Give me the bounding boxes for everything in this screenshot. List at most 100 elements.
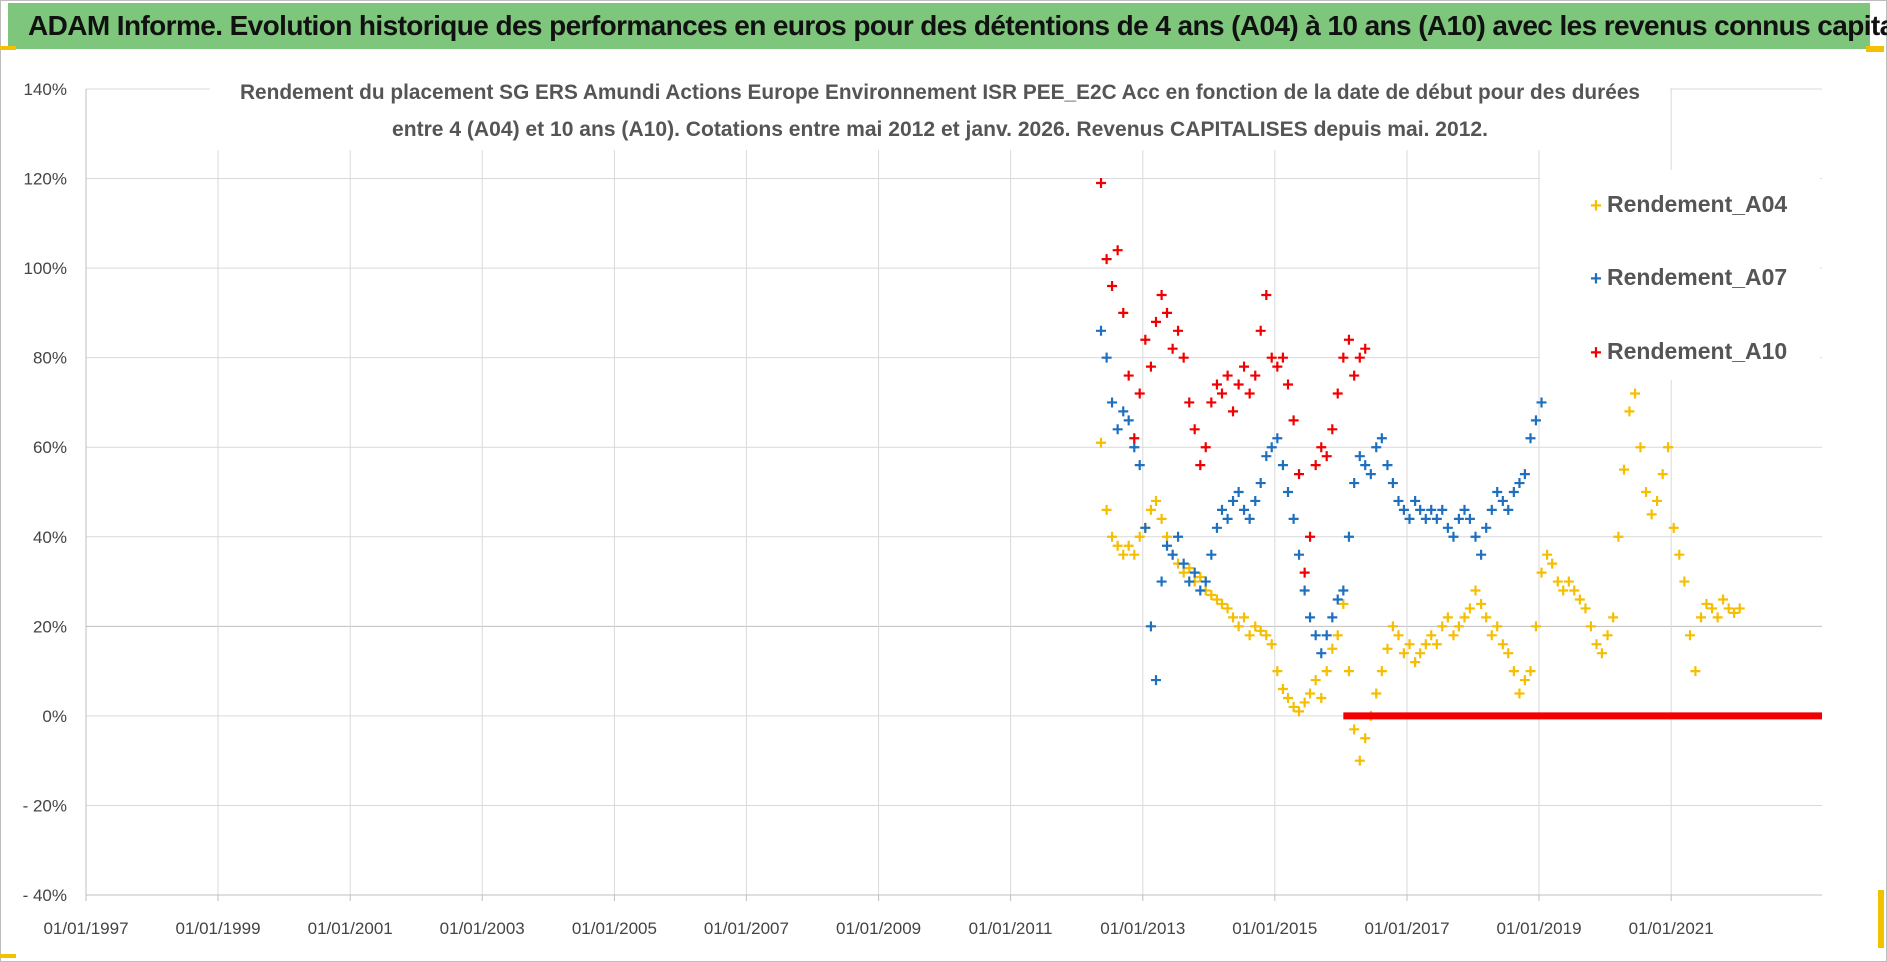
point-Rendement_A07-48 [1360, 460, 1371, 471]
y-axis-tick-labels: - 40% - 20% 0% 20% 40% 60% 80% 100% 120% 140% [23, 80, 67, 905]
point-Rendement_A04-101 [1652, 495, 1663, 506]
point-Rendement_A07-29 [1255, 478, 1266, 489]
point-Rendement_A10-19 [1200, 442, 1211, 453]
point-Rendement_A07-63 [1442, 522, 1453, 533]
legend-label-a04: Rendement_A04 [1607, 191, 1787, 217]
point-Rendement_A04-96 [1624, 406, 1635, 417]
point-Rendement_A07-71 [1486, 504, 1497, 515]
point-Rendement_A07-51 [1376, 433, 1387, 444]
point-Rendement_A04-94 [1613, 531, 1624, 542]
point-Rendement_A04-39 [1310, 675, 1321, 686]
x-tick-label: 01/01/1999 [175, 919, 260, 938]
point-Rendement_A04-68 [1470, 585, 1481, 596]
point-Rendement_A10-13 [1167, 343, 1178, 354]
point-Rendement_A04-88 [1580, 603, 1591, 614]
corner-mark-bottom-left [0, 954, 16, 958]
y-tick-label: 120% [24, 170, 67, 189]
point-Rendement_A07-33 [1277, 460, 1288, 471]
point-Rendement_A10-4 [1118, 307, 1129, 318]
point-Rendement_A04-29 [1255, 625, 1266, 636]
point-Rendement_A04-9 [1145, 504, 1156, 515]
point-Rendement_A04-12 [1162, 531, 1173, 542]
point-Rendement_A07-55 [1398, 504, 1409, 515]
point-Rendement_A07-25 [1233, 487, 1244, 497]
point-Rendement_A10-43 [1332, 388, 1343, 399]
point-Rendement_A04-61 [1431, 639, 1442, 650]
point-Rendement_A04-90 [1591, 639, 1602, 650]
point-Rendement_A04-91 [1596, 648, 1607, 659]
point-Rendement_A07-30 [1261, 451, 1272, 462]
point-Rendement_A04-38 [1305, 688, 1316, 699]
point-Rendement_A10-28 [1250, 370, 1261, 381]
point-Rendement_A07-53 [1387, 478, 1398, 489]
y-tick-label: 20% [33, 617, 67, 636]
point-Rendement_A07-31 [1266, 442, 1277, 453]
point-Rendement_A04-69 [1476, 598, 1487, 609]
point-Rendement_A10-18 [1195, 460, 1206, 471]
point-Rendement_A07-9 [1145, 621, 1156, 632]
point-Rendement_A07-18 [1195, 585, 1206, 596]
point-Rendement_A10-27 [1244, 388, 1255, 399]
point-Rendement_A04-18 [1195, 572, 1206, 583]
y-tick-label: - 40% [23, 886, 67, 905]
point-Rendement_A04-89 [1585, 621, 1596, 632]
legend-item-a10: + Rendement_A10 [1590, 338, 1787, 364]
point-Rendement_A04-66 [1459, 612, 1470, 623]
point-Rendement_A04-93 [1608, 612, 1619, 623]
x-tick-label: 01/01/2015 [1232, 919, 1317, 938]
legend-marker-a10: + [1590, 342, 1602, 364]
vertical-gridlines [85, 89, 1672, 901]
point-Rendement_A04-50 [1371, 688, 1382, 699]
point-Rendement_A04-33 [1277, 684, 1288, 695]
point-Rendement_A10-12 [1162, 307, 1173, 318]
point-Rendement_A04-25 [1233, 621, 1244, 632]
point-Rendement_A07-27 [1244, 513, 1255, 524]
point-Rendement_A10-33 [1277, 352, 1288, 363]
series-Rendement_A07 [1096, 325, 1547, 686]
point-Rendement_A04-1 [1101, 504, 1112, 515]
corner-mark-top-left [0, 46, 16, 50]
legend-backdrop [1540, 170, 1820, 380]
point-Rendement_A10-36 [1294, 469, 1305, 480]
point-Rendement_A04-85 [1563, 576, 1574, 587]
point-Rendement_A04-46 [1349, 724, 1360, 735]
point-Rendement_A07-4 [1118, 406, 1129, 417]
point-Rendement_A07-20 [1206, 549, 1217, 560]
point-Rendement_A04-57 [1410, 657, 1421, 668]
point-Rendement_A04-81 [1542, 549, 1553, 560]
point-Rendement_A04-71 [1486, 630, 1497, 641]
y-tick-label: 0% [42, 707, 67, 726]
point-Rendement_A04-80 [1536, 567, 1547, 578]
x-tick-label: 01/01/2019 [1496, 919, 1581, 938]
point-Rendement_A07-59 [1420, 513, 1431, 524]
point-Rendement_A04-72 [1492, 621, 1503, 632]
point-Rendement_A07-54 [1393, 495, 1404, 506]
point-Rendement_A04-65 [1453, 621, 1464, 632]
legend: + Rendement_A04 + Rendement_A07 + Rendem… [1540, 170, 1820, 380]
point-Rendement_A04-21 [1211, 594, 1222, 605]
point-Rendement_A07-22 [1216, 504, 1227, 515]
point-Rendement_A07-36 [1294, 549, 1305, 560]
point-Rendement_A04-67 [1464, 603, 1475, 614]
point-Rendement_A07-45 [1343, 531, 1354, 542]
point-Rendement_A07-65 [1453, 513, 1464, 524]
point-Rendement_A10-47 [1354, 352, 1365, 363]
point-Rendement_A04-113 [1718, 594, 1729, 605]
point-Rendement_A10-17 [1189, 424, 1200, 435]
x-tick-label: 01/01/2017 [1364, 919, 1449, 938]
point-Rendement_A10-1 [1101, 254, 1112, 265]
point-Rendement_A10-31 [1266, 352, 1277, 363]
point-Rendement_A04-34 [1283, 692, 1293, 703]
point-Rendement_A07-47 [1354, 451, 1365, 462]
point-Rendement_A04-100 [1646, 509, 1657, 520]
x-tick-label: 01/01/2021 [1629, 919, 1714, 938]
axis-lines [85, 89, 1822, 896]
point-Rendement_A04-15 [1178, 567, 1189, 578]
point-Rendement_A10-32 [1272, 361, 1283, 372]
point-Rendement_A07-76 [1514, 478, 1525, 489]
point-Rendement_A07-69 [1476, 549, 1487, 560]
point-Rendement_A10-24 [1228, 406, 1239, 417]
corner-mark-top-right [1866, 46, 1884, 52]
point-Rendement_A04-70 [1481, 612, 1492, 623]
point-Rendement_A07-17 [1189, 567, 1200, 578]
